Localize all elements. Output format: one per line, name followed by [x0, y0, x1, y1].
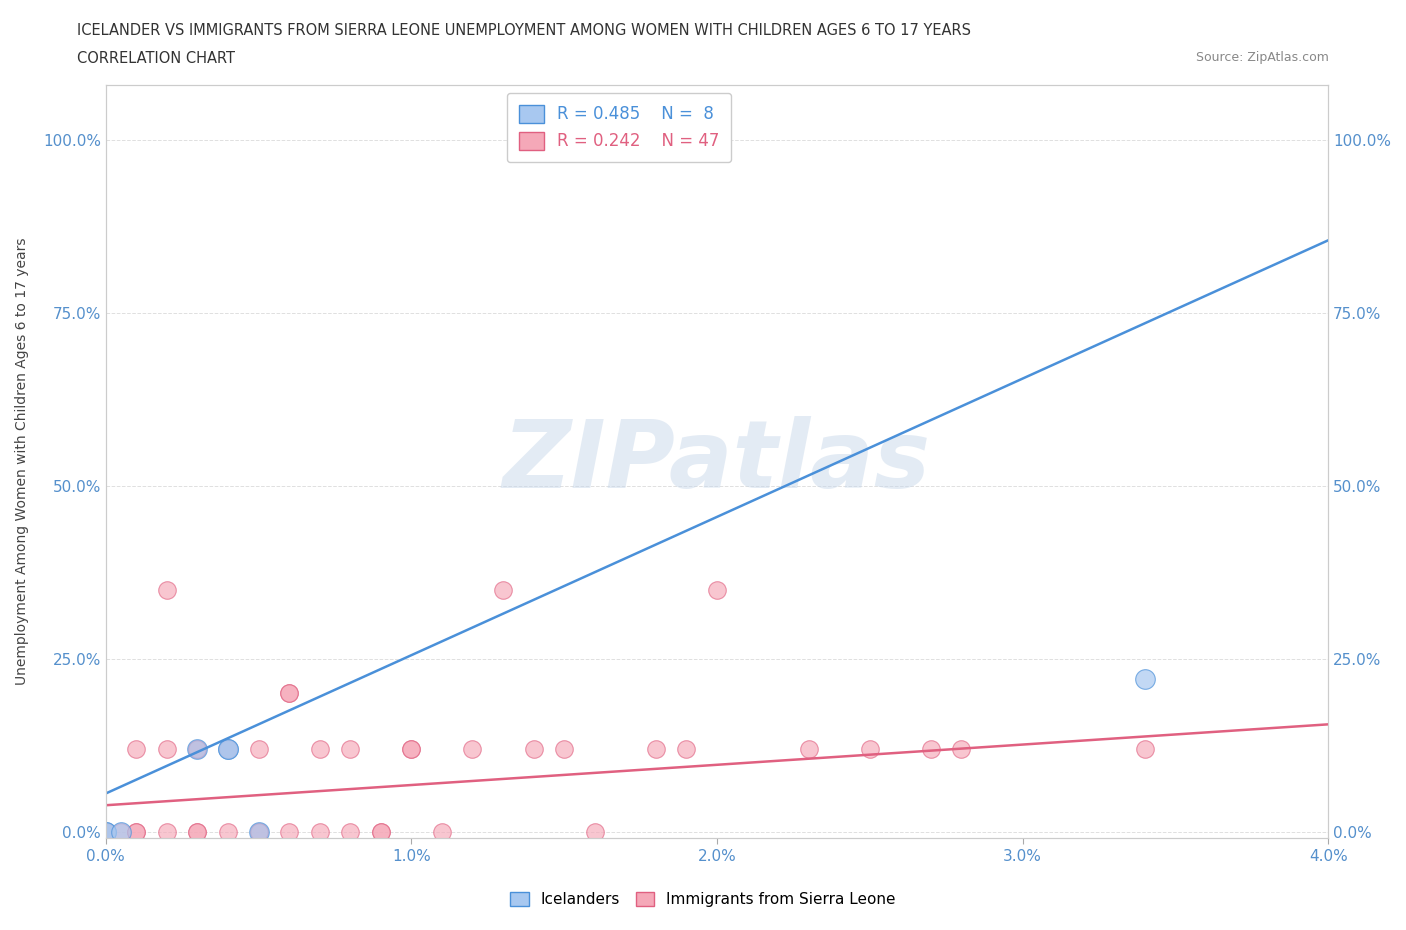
Point — [94, 824, 117, 839]
Point — [553, 741, 575, 756]
Point — [186, 741, 208, 756]
Point — [217, 741, 239, 756]
Point — [156, 582, 179, 597]
Point — [217, 741, 239, 756]
Point — [186, 824, 208, 839]
Point — [247, 824, 270, 839]
Point — [125, 741, 148, 756]
Point — [370, 824, 392, 839]
Point — [492, 582, 515, 597]
Point — [186, 741, 208, 756]
Point — [110, 824, 132, 839]
Point — [339, 824, 361, 839]
Point — [370, 824, 392, 839]
Point — [278, 685, 301, 700]
Point — [401, 741, 423, 756]
Point — [401, 741, 423, 756]
Y-axis label: Unemployment Among Women with Children Ages 6 to 17 years: Unemployment Among Women with Children A… — [15, 238, 30, 685]
Legend: R = 0.485    N =  8, R = 0.242    N = 47: R = 0.485 N = 8, R = 0.242 N = 47 — [508, 93, 731, 162]
Point — [797, 741, 820, 756]
Point — [247, 741, 270, 756]
Point — [125, 824, 148, 839]
Point — [186, 824, 208, 839]
Point — [110, 824, 132, 839]
Point — [461, 741, 484, 756]
Point — [278, 685, 301, 700]
Point — [339, 741, 361, 756]
Point — [94, 824, 117, 839]
Point — [247, 824, 270, 839]
Text: ICELANDER VS IMMIGRANTS FROM SIERRA LEONE UNEMPLOYMENT AMONG WOMEN WITH CHILDREN: ICELANDER VS IMMIGRANTS FROM SIERRA LEON… — [77, 23, 972, 38]
Legend: Icelanders, Immigrants from Sierra Leone: Icelanders, Immigrants from Sierra Leone — [505, 885, 901, 913]
Point — [247, 824, 270, 839]
Text: Source: ZipAtlas.com: Source: ZipAtlas.com — [1195, 51, 1329, 64]
Point — [125, 824, 148, 839]
Point — [308, 741, 330, 756]
Point — [920, 741, 942, 756]
Text: CORRELATION CHART: CORRELATION CHART — [77, 51, 235, 66]
Point — [94, 824, 117, 839]
Text: ZIPatlas: ZIPatlas — [503, 416, 931, 508]
Point — [217, 741, 239, 756]
Point — [308, 824, 330, 839]
Point — [94, 824, 117, 839]
Point — [156, 741, 179, 756]
Point — [1133, 672, 1156, 687]
Point — [706, 582, 728, 597]
Point — [217, 741, 239, 756]
Point — [859, 741, 882, 756]
Point — [186, 741, 208, 756]
Point — [644, 741, 666, 756]
Point — [94, 824, 117, 839]
Point — [583, 824, 606, 839]
Point — [217, 824, 239, 839]
Point — [430, 824, 453, 839]
Point — [94, 824, 117, 839]
Point — [94, 824, 117, 839]
Point — [523, 741, 546, 756]
Point — [675, 741, 697, 756]
Point — [156, 824, 179, 839]
Point — [278, 824, 301, 839]
Point — [1133, 741, 1156, 756]
Point — [950, 741, 973, 756]
